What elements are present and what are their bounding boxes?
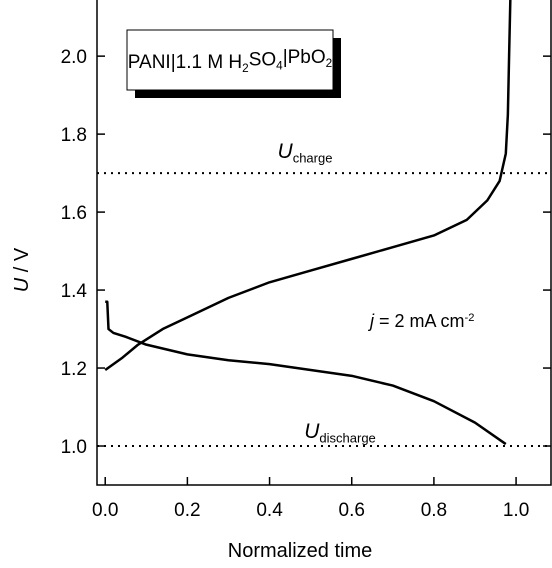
x-axis-label: Normalized time <box>228 540 372 562</box>
text-part: SO <box>249 49 276 70</box>
box-label: PANI|1.1 M H2SO4|PbO2 <box>128 47 332 75</box>
x-tick-label: 0.6 <box>339 500 365 521</box>
label-box <box>126 29 334 91</box>
x-tick-label: 0.0 <box>92 500 118 521</box>
text-part: U <box>11 277 33 292</box>
x-tick-label: 1.0 <box>503 500 529 521</box>
text-part: 4 <box>276 60 283 73</box>
text-part: 2 <box>242 62 249 75</box>
y-tick-label: 1.6 <box>61 203 87 224</box>
text-part: U <box>304 420 320 443</box>
text-part: charge <box>293 151 333 166</box>
y-tick-label: 1.4 <box>61 281 88 302</box>
text-part: 2 <box>326 57 333 70</box>
text-part: |PbO <box>283 47 326 68</box>
x-tick-label: 0.2 <box>174 500 200 521</box>
y-tick-label: 1.2 <box>61 359 87 380</box>
text-part: / V <box>11 247 33 278</box>
x-tick-label: 0.8 <box>421 500 447 521</box>
annotation: Ucharge <box>278 140 333 166</box>
y-tick-label: 1.8 <box>61 125 87 146</box>
y-tick-label: 2.0 <box>61 47 87 68</box>
data-line <box>105 300 507 446</box>
text-part: U <box>278 140 294 163</box>
data-line <box>104 0 512 372</box>
axis-frame <box>96 0 552 486</box>
text-part: -2 <box>465 312 475 324</box>
y-tick-label: 1.0 <box>61 437 87 458</box>
text-part: PANI|1.1 M H <box>128 52 242 73</box>
text-part: = 2 mA cm <box>374 311 465 331</box>
annotation: Udischarge <box>304 420 376 446</box>
text-part: discharge <box>319 431 375 446</box>
annotation: j = 2 mA cm-2 <box>367 311 474 331</box>
y-axis-label: U / V <box>11 247 33 292</box>
x-tick-label: 0.4 <box>256 500 283 521</box>
text-part: j <box>367 311 375 331</box>
